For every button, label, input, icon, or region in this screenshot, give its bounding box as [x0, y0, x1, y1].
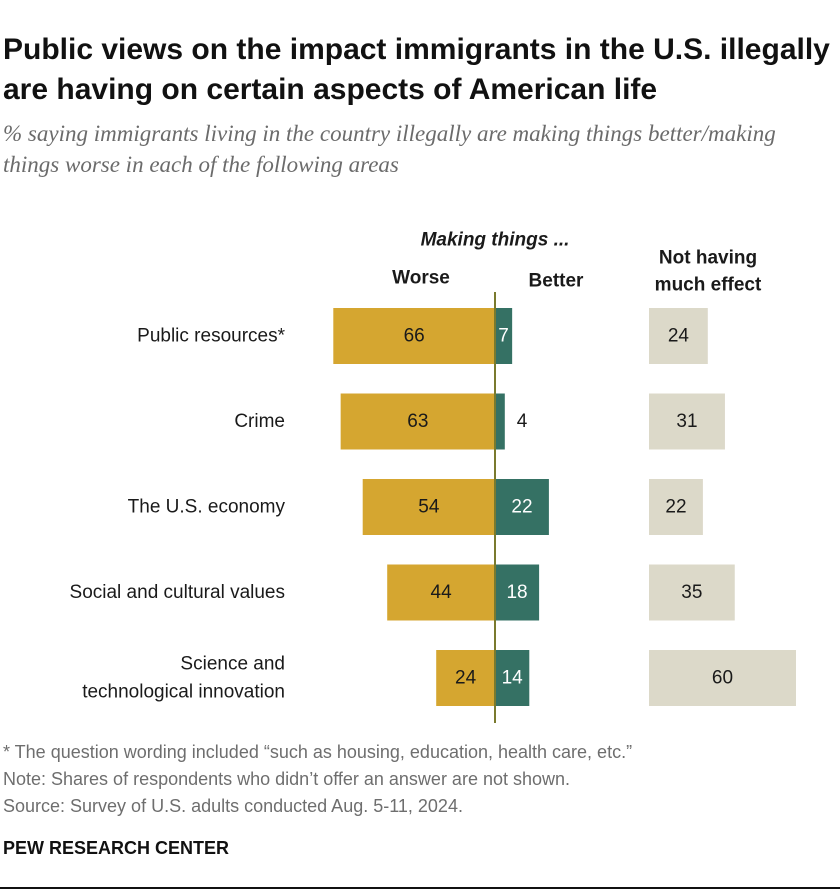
bar-better: [495, 479, 549, 535]
value-label-neutral: 31: [676, 411, 697, 432]
diverging-bar-chart: Making things ... Worse Better Not having mu…: [70, 230, 796, 723]
value-label-neutral: 35: [681, 582, 702, 603]
value-label-worse: 44: [431, 582, 453, 603]
value-label-neutral: 60: [712, 668, 733, 689]
category-label: Crime: [234, 411, 285, 432]
org-label: PEW RESEARCH CENTER: [3, 838, 230, 858]
chart-title: Public views on the impact immigrants in…: [3, 33, 830, 106]
value-label-neutral: 22: [665, 497, 686, 518]
value-label-better: 22: [511, 497, 532, 518]
bar-neutral: [649, 479, 703, 535]
value-label-worse: 66: [404, 326, 425, 347]
bar-worse: [340, 393, 495, 450]
category-label: Social and cultural values: [70, 582, 285, 603]
bar-worse: [333, 308, 495, 364]
bar-worse: [362, 479, 495, 535]
value-label-worse: 24: [455, 668, 477, 689]
bar-better: [495, 650, 530, 706]
legend-worse: Worse: [392, 268, 450, 289]
category-label: The U.S. economy: [128, 497, 286, 518]
value-label-worse: 54: [418, 497, 440, 518]
value-label-better: 7: [498, 326, 509, 347]
legend-better: Better: [529, 271, 585, 292]
note: Note: Shares of respondents who didn’t o…: [3, 769, 571, 789]
source: Source: Survey of U.S. adults conducted …: [3, 796, 463, 816]
value-label-better: 14: [502, 668, 524, 689]
value-label-worse: 63: [407, 411, 428, 432]
bar-worse: [436, 650, 495, 706]
bar-neutral: [649, 308, 708, 364]
category-label: Science and: [180, 654, 285, 675]
bar-neutral: [649, 564, 735, 621]
value-label-neutral: 24: [668, 326, 690, 347]
chart-subtitle: % saying immigrants living in the countr…: [3, 121, 776, 177]
legend-neutral: much effect: [655, 275, 762, 296]
value-label-better: 18: [506, 582, 527, 603]
value-label-better: 4: [517, 411, 528, 432]
bottom-rule: [0, 887, 840, 889]
bar-neutral: [649, 650, 796, 706]
bar-better: [495, 564, 540, 621]
bar-better: [495, 393, 505, 450]
footnote: * The question wording included “such as…: [3, 742, 633, 762]
chart-notes: * The question wording included “such as…: [3, 739, 833, 820]
group-header: Making things ...: [421, 230, 570, 251]
bar-neutral: [649, 393, 725, 450]
bar-worse: [387, 564, 495, 621]
category-label: Public resources*: [137, 326, 285, 347]
bar-better: [495, 308, 513, 364]
legend-neutral: Not having: [659, 248, 757, 269]
category-label: technological innovation: [82, 682, 285, 703]
